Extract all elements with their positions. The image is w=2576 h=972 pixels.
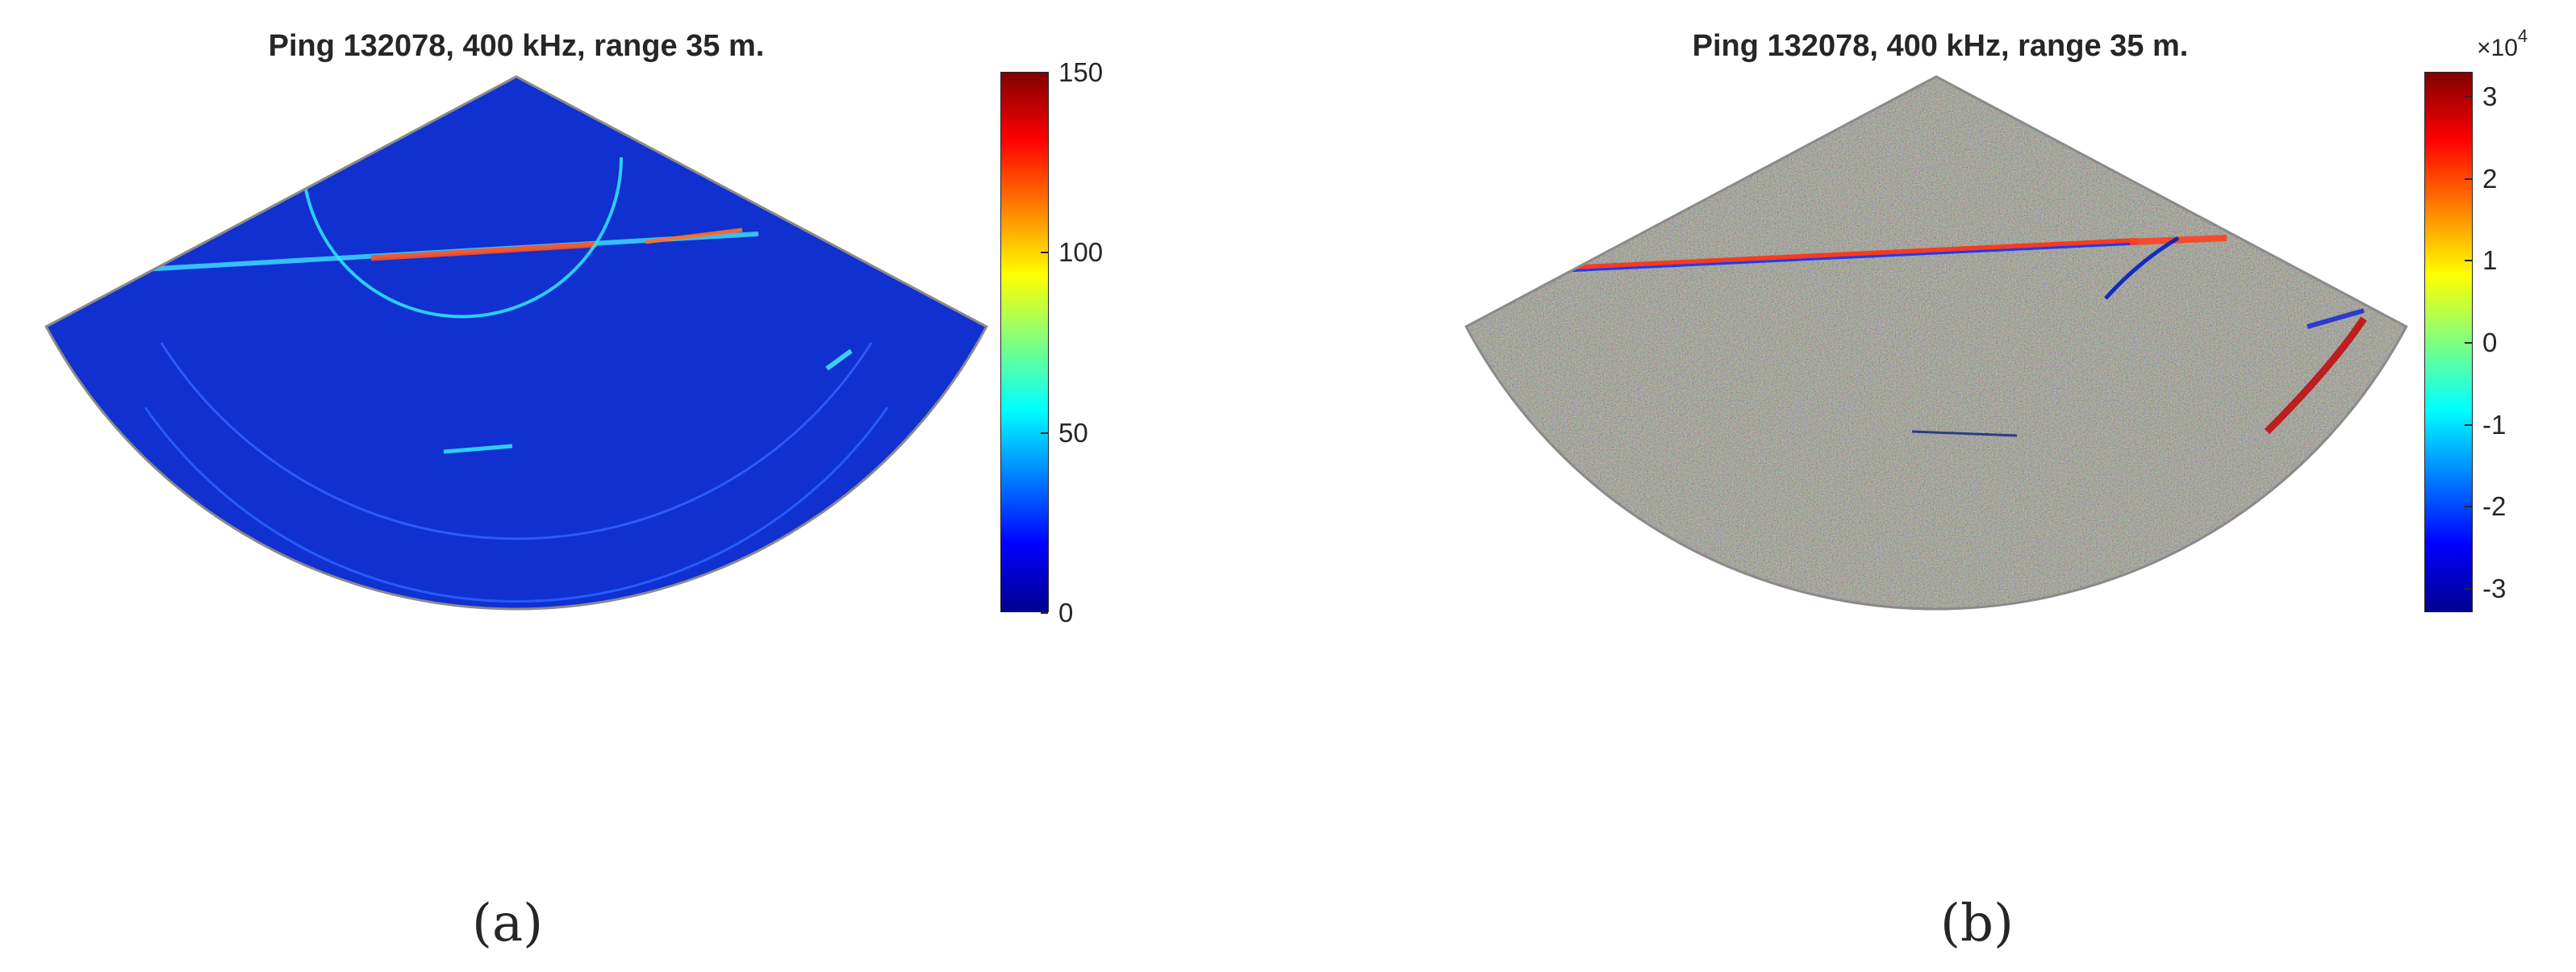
colorbar-tick-mark xyxy=(2465,96,2472,98)
colorbar-tick-mark xyxy=(2465,423,2472,426)
colorbar-tick-mark xyxy=(2465,177,2472,180)
chart-title-a: Ping 132078, 400 kHz, range 35 m. xyxy=(268,29,765,63)
colorbar-tick-label: 50 xyxy=(1058,417,1088,448)
colorbar-tick-label: 100 xyxy=(1058,237,1104,268)
colorbar-a xyxy=(1000,72,1049,612)
colorbar-exponent-base: ×10 xyxy=(2477,35,2518,61)
colorbar-tick-label: 0 xyxy=(2482,327,2498,357)
colorbar-exponent: ×104 xyxy=(2477,26,2528,62)
panel-label-b: (b) xyxy=(1940,894,2014,953)
colorbar-tick-label: 2 xyxy=(2482,163,2498,194)
chart-title-b: Ping 132078, 400 kHz, range 35 m. xyxy=(1692,29,2189,63)
colorbar-tick-label: -3 xyxy=(2482,573,2507,603)
colorbar-tick-mark xyxy=(2465,260,2472,262)
sonar-image-b xyxy=(1464,75,2408,611)
sonar-image-a xyxy=(44,75,988,611)
sonar-fan-outline-a xyxy=(44,75,988,611)
sonar-fan-b xyxy=(1466,77,2407,609)
colorbar-tick-label: 0 xyxy=(1058,598,1074,628)
colorbar-tick-mark xyxy=(1041,72,1048,73)
colorbar-tick-mark xyxy=(2465,506,2472,508)
colorbar-tick-mark xyxy=(2465,587,2472,590)
sonar-fan-outline-b xyxy=(1464,75,2408,611)
colorbar-tick-label: -1 xyxy=(2482,409,2507,440)
colorbar-tick-mark xyxy=(2465,342,2472,344)
colorbar-tick-mark xyxy=(1041,432,1048,434)
colorbar-tick-mark xyxy=(1041,252,1048,254)
colorbar-exponent-power: 4 xyxy=(2517,26,2528,46)
colorbar-tick-mark xyxy=(1041,612,1048,614)
colorbar-tick-label: -2 xyxy=(2482,491,2507,522)
sonar-fan-a xyxy=(46,77,987,609)
colorbar-tick-label: 150 xyxy=(1058,57,1104,87)
panel-label-a: (a) xyxy=(472,894,544,953)
colorbar-tick-label: 1 xyxy=(2482,245,2498,276)
colorbar-tick-label: 3 xyxy=(2482,81,2498,112)
